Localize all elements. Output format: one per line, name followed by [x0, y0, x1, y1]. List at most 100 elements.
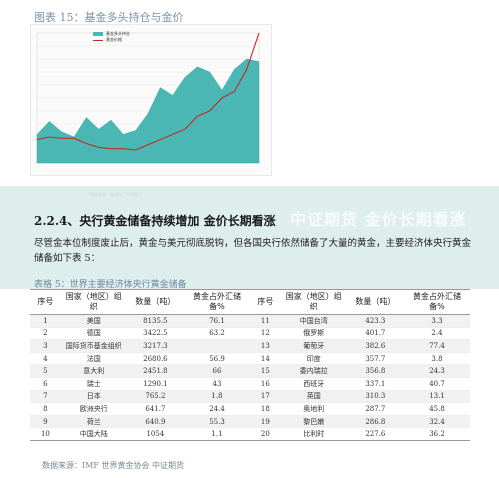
gold-reserves-table: 序号 国家（地区）组织 数量（吨） 黄金占外汇储备% 序号 国家（地区）组织 数… [30, 289, 470, 441]
cell-share-2: 3.3 [403, 314, 470, 328]
cell-share: 1.1 [183, 427, 250, 441]
cell-share-2: 36.2 [403, 427, 470, 441]
legend-item-area: 基金多头持仓 [93, 31, 130, 37]
cell-share-2: 45.8 [403, 402, 470, 416]
cell-rank: 7 [30, 390, 61, 404]
legend-item-line: 黄金价格 [93, 37, 130, 43]
header-tonnes-2: 数量（吨） [346, 289, 404, 315]
cell-tonnes: 2451.8 [126, 364, 184, 378]
figure-title: 图表 15：基金多头持仓与金价 [34, 11, 184, 24]
cell-tonnes-2: 227.6 [346, 427, 404, 441]
cell-rank-2: 19 [249, 415, 281, 429]
cell-share: 76.1 [183, 314, 250, 328]
table-row: 4 法国 2680.6 56.9 14 印度 357.7 3.8 [30, 352, 470, 366]
cell-rank-2: 15 [249, 364, 281, 378]
section-heading: 2.2.4、央行黄金储备持续增加 金价长期看涨 [34, 214, 276, 228]
cell-share [183, 339, 250, 353]
legend-swatch-line [93, 39, 103, 41]
table-row: 10 中国大陆 1054 1.1 20 比利时 227.6 36.2 [30, 427, 470, 441]
cell-country: 美国 [60, 314, 127, 328]
cell-rank: 3 [30, 339, 61, 353]
cell-rank-2: 16 [249, 377, 281, 391]
chart-area: 基金多头持仓 黄金价格 [30, 24, 272, 176]
cell-country: 法国 [60, 352, 127, 366]
series-line-gold-price [36, 32, 260, 151]
cell-country: 德国 [60, 327, 127, 341]
cell-country: 中国大陆 [60, 427, 127, 441]
cell-share-2: 24.3 [403, 364, 470, 378]
cell-tonnes-2: 382.6 [346, 339, 404, 353]
cell-country: 瑞士 [60, 377, 127, 391]
cell-share: 66 [183, 364, 250, 378]
cell-tonnes-2: 337.1 [346, 377, 404, 391]
cell-rank: 9 [30, 415, 61, 429]
cell-country-2: 印度 [280, 352, 347, 366]
series-area-fund-long [36, 58, 260, 164]
cell-rank: 5 [30, 364, 61, 378]
table-row: 7 日本 765.2 1.8 17 英国 310.3 13.1 [30, 390, 470, 404]
table-row: 9 荷兰 640.9 55.3 19 黎巴嫩 286.8 32.4 [30, 415, 470, 429]
table-header-row: 序号 国家（地区）组织 数量（吨） 黄金占外汇储备% 序号 国家（地区）组织 数… [30, 289, 470, 315]
cell-share: 1.8 [183, 390, 250, 404]
cell-country: 欧洲央行 [60, 402, 127, 416]
cell-rank: 2 [30, 327, 61, 341]
cell-country-2: 中国台湾 [280, 314, 347, 328]
cell-country: 国际货币基金组织 [60, 339, 127, 353]
chart-legend: 基金多头持仓 黄金价格 [93, 31, 130, 43]
cell-tonnes: 640.9 [126, 415, 184, 429]
cell-tonnes: 2680.6 [126, 352, 184, 366]
header-country: 国家（地区）组织 [60, 289, 127, 315]
cell-share-2: 3.8 [403, 352, 470, 366]
cell-tonnes: 3422.5 [126, 327, 184, 341]
header-share: 黄金占外汇储备% [183, 289, 250, 315]
section-paragraph: 尽管金本位制度废止后，黄金与美元彻底脱钩，但各国央行依然储备了大量的黄金，主要经… [34, 238, 472, 264]
cell-tonnes: 765.2 [126, 390, 184, 404]
table-row: 5 意大利 2451.8 66 15 委内瑞拉 356.8 24.3 [30, 364, 470, 378]
cell-country-2: 西班牙 [280, 377, 347, 391]
watermark-banner [0, 186, 499, 289]
cell-tonnes-2: 310.3 [346, 390, 404, 404]
cell-country-2: 俄罗斯 [280, 327, 347, 341]
cell-country-2: 英国 [280, 390, 347, 404]
cell-tonnes: 641.7 [126, 402, 184, 416]
cell-share: 55.3 [183, 415, 250, 429]
cell-rank: 6 [30, 377, 61, 391]
legend-label-area: 基金多头持仓 [106, 31, 130, 36]
cell-tonnes: 8135.5 [126, 314, 184, 328]
cell-share: 63.2 [183, 327, 250, 341]
cell-rank-2: 17 [249, 390, 281, 404]
cell-tonnes-2: 286.8 [346, 415, 404, 429]
cell-rank: 4 [30, 352, 61, 366]
cell-rank-2: 18 [249, 402, 281, 416]
cell-share-2: 32.4 [403, 415, 470, 429]
cell-tonnes-2: 401.7 [346, 327, 404, 341]
cell-tonnes: 1290.1 [126, 377, 184, 391]
cell-tonnes: 1054 [126, 427, 184, 441]
table-row: 8 欧洲央行 641.7 24.4 18 奥地利 287.7 45.8 [30, 402, 470, 416]
cell-country: 荷兰 [60, 415, 127, 429]
cell-share-2: 13.1 [403, 390, 470, 404]
cell-share-2: 77.4 [403, 339, 470, 353]
header-tonnes: 数量（吨） [126, 289, 184, 315]
cell-rank: 10 [30, 427, 61, 441]
cell-country: 日本 [60, 390, 127, 404]
cell-tonnes-2: 357.7 [346, 352, 404, 366]
table-row: 6 瑞士 1290.1 43 16 西班牙 337.1 40.7 [30, 377, 470, 391]
cell-share-2: 40.7 [403, 377, 470, 391]
cell-tonnes-2: 423.3 [346, 314, 404, 328]
cell-country: 意大利 [60, 364, 127, 378]
cell-share-2: 2.4 [403, 327, 470, 341]
cell-country-2: 奥地利 [280, 402, 347, 416]
cell-country-2: 比利时 [280, 427, 347, 441]
cell-rank: 8 [30, 402, 61, 416]
table-row: 1 美国 8135.5 76.1 11 中国台湾 423.3 3.3 [30, 314, 470, 328]
cell-tonnes-2: 287.7 [346, 402, 404, 416]
cell-tonnes-2: 356.8 [346, 364, 404, 378]
watermark-text: 中证期货 金价长期看涨 [290, 210, 467, 229]
cell-share: 24.4 [183, 402, 250, 416]
cell-share: 43 [183, 377, 250, 391]
header-country-2: 国家（地区）组织 [280, 289, 347, 315]
cell-country-2: 委内瑞拉 [280, 364, 347, 378]
cell-share: 56.9 [183, 352, 250, 366]
cell-rank-2: 13 [249, 339, 281, 353]
